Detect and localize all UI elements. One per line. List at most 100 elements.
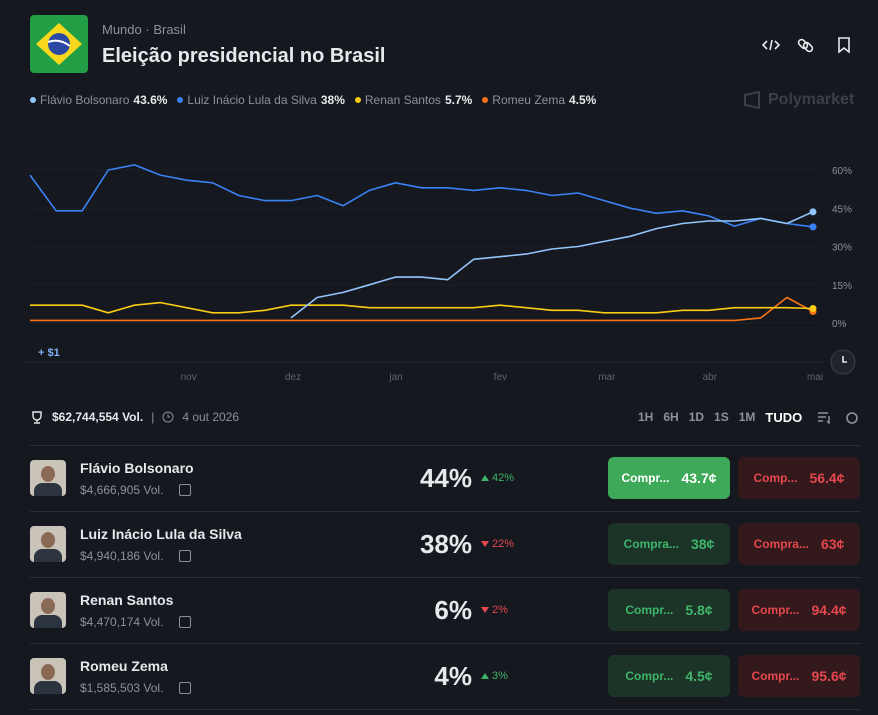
gift-icon[interactable] [179, 616, 191, 628]
x-tick-label: dez [285, 372, 301, 383]
legend-label: Renan Santos [364, 93, 441, 107]
divider [30, 511, 860, 512]
buy-price: 38¢ [690, 536, 715, 552]
legend-swatch [30, 97, 36, 103]
change-value: 3% [492, 670, 508, 682]
sell-button[interactable]: Compr... 95.6¢ [738, 655, 860, 697]
y-tick-label: 30% [832, 243, 852, 254]
buy-label: Compr... [625, 669, 674, 683]
buy-label: Compr... [621, 471, 670, 485]
end-date: 4 out 2026 [182, 410, 240, 424]
breadcrumb-item[interactable]: Mundo [102, 22, 142, 37]
brand-logo [744, 90, 760, 110]
gift-icon[interactable] [179, 682, 191, 694]
title: Eleição presidencial no Brasil [102, 45, 386, 67]
outcome-chance: 44% [419, 463, 472, 493]
sell-button[interactable]: Comp... 56.4¢ [738, 457, 860, 499]
legend-value: 43.6% [133, 93, 168, 107]
series-end-dot [809, 304, 817, 312]
header-actions [761, 37, 850, 54]
series-line [30, 301, 814, 314]
buy-price: 5.8¢ [685, 602, 713, 618]
change-value: 22% [492, 538, 515, 550]
buy-button[interactable]: Compra... 38¢ [608, 523, 730, 565]
settings-icon[interactable] [846, 412, 858, 424]
range-button[interactable]: 1D [688, 410, 705, 424]
divider [30, 709, 860, 710]
trophy-icon [32, 411, 42, 424]
sell-price: 95.6¢ [811, 668, 847, 684]
outcome-name: Renan Santos [80, 592, 174, 608]
breadcrumb: Mundo · Brasil [102, 22, 186, 37]
gift-icon[interactable] [179, 484, 191, 496]
legend-item: Luiz Inácio Lula da Silva 38% [177, 93, 345, 107]
gift-icon[interactable] [179, 550, 191, 562]
sell-label: Comp... [753, 471, 798, 485]
outcome-volume: $1,585,503 Vol. [80, 681, 164, 695]
outcome-change: 2% [481, 604, 508, 616]
change-arrow [481, 541, 489, 547]
x-tick-label: abr [703, 372, 718, 383]
range-button[interactable]: 6H [663, 410, 679, 424]
x-tick-label: fev [494, 372, 507, 383]
outcome-volume: $4,470,174 Vol. [80, 615, 164, 629]
series-line [290, 211, 814, 319]
sell-price: 56.4¢ [809, 470, 845, 486]
y-tick-label: 15% [832, 281, 852, 292]
sort-icon[interactable] [818, 412, 830, 425]
annotation: + $1 [38, 347, 60, 359]
outcome-chance: 6% [434, 595, 472, 625]
legend-swatch [482, 97, 489, 103]
chart-tools [818, 412, 858, 425]
link-icon[interactable] [797, 38, 814, 53]
avatar-body [34, 549, 62, 562]
range-button[interactable]: 1M [738, 410, 756, 424]
stats: $62,744,554 Vol. | 4 out 2026 [30, 410, 239, 424]
buy-button[interactable]: Compr... 4.5¢ [608, 655, 730, 697]
brand: Polymarket [742, 90, 854, 110]
outcome-chance: 4% [434, 661, 472, 691]
range-button[interactable]: 1H [638, 410, 654, 424]
legend-item: Renan Santos 5.7% [354, 93, 473, 107]
legend-label: Flávio Bolsonaro [40, 93, 130, 107]
change-arrow [481, 475, 489, 481]
outcome-change: 22% [481, 538, 514, 550]
outcome-volume: $4,666,905 Vol. [80, 483, 164, 497]
x-tick-label: mar [598, 372, 616, 383]
avatar [30, 592, 66, 628]
sell-price: 63¢ [820, 536, 845, 552]
buy-button[interactable]: Compr... 43.7¢ [608, 457, 730, 499]
sell-label: Compra... [753, 537, 809, 551]
legend-value: 5.7% [444, 93, 473, 107]
series-end-dot [809, 223, 817, 231]
sell-button[interactable]: Compra... 63¢ [738, 523, 860, 565]
x-tick-label: jan [388, 372, 402, 383]
separator: · [145, 22, 154, 37]
legend-item: Romeu Zema 4.5% [482, 93, 596, 107]
outcome-name: Luiz Inácio Lula da Silva [80, 526, 242, 542]
divider [30, 577, 860, 578]
bookmark-icon[interactable] [838, 37, 850, 54]
divider [30, 445, 860, 446]
avatar-body [34, 615, 62, 628]
breadcrumb-item[interactable]: Brasil [153, 22, 186, 37]
range-button[interactable]: TUDO [765, 410, 803, 425]
total-volume: $62,744,554 Vol. [52, 410, 144, 424]
time-icon [842, 356, 847, 363]
buy-button[interactable]: Compr... 5.8¢ [608, 589, 730, 631]
legend-swatch [354, 97, 361, 103]
sell-button[interactable]: Compr... 94.4¢ [738, 589, 860, 631]
avatar-head [41, 466, 55, 482]
avatar-head [41, 664, 55, 680]
x-tick-label: mai [807, 372, 823, 383]
outcome-name: Flávio Bolsonaro [80, 460, 194, 476]
range-button[interactable]: 1S [714, 410, 729, 424]
change-arrow [481, 673, 489, 679]
outcome-name: Romeu Zema [80, 658, 168, 674]
separator: | [151, 410, 155, 424]
avatar [30, 658, 66, 694]
sell-label: Compr... [751, 669, 800, 683]
legend-label: Romeu Zema [492, 93, 565, 107]
embed-icon[interactable] [761, 39, 781, 51]
